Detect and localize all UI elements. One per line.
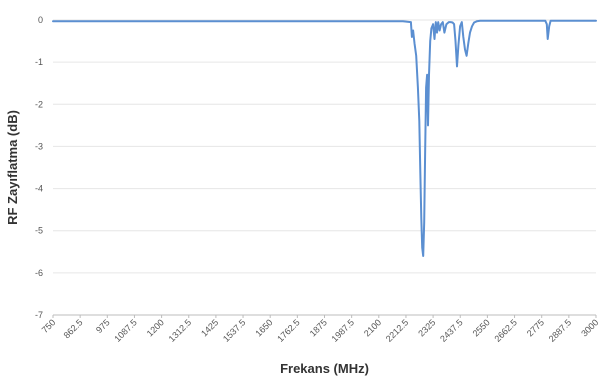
- y-tick-label: -3: [35, 141, 43, 151]
- y-axis-title: RF Zayıflatma (dB): [5, 110, 20, 225]
- y-tick-label: 0: [38, 15, 43, 25]
- x-axis-title: Frekans (MHz): [280, 361, 369, 376]
- series-group: [52, 19, 597, 257]
- series-line: [52, 19, 597, 257]
- y-tick-label: -2: [35, 99, 43, 109]
- y-tick-label: -5: [35, 226, 43, 236]
- y-tick-label: -6: [35, 268, 43, 278]
- y-axis-ticks: 0 -1 -2 -3 -4 -5 -6 -7: [35, 15, 43, 320]
- y-tick-label: -4: [35, 184, 43, 194]
- y-tick-label: -1: [35, 57, 43, 67]
- y-tick-label: -7: [35, 310, 43, 320]
